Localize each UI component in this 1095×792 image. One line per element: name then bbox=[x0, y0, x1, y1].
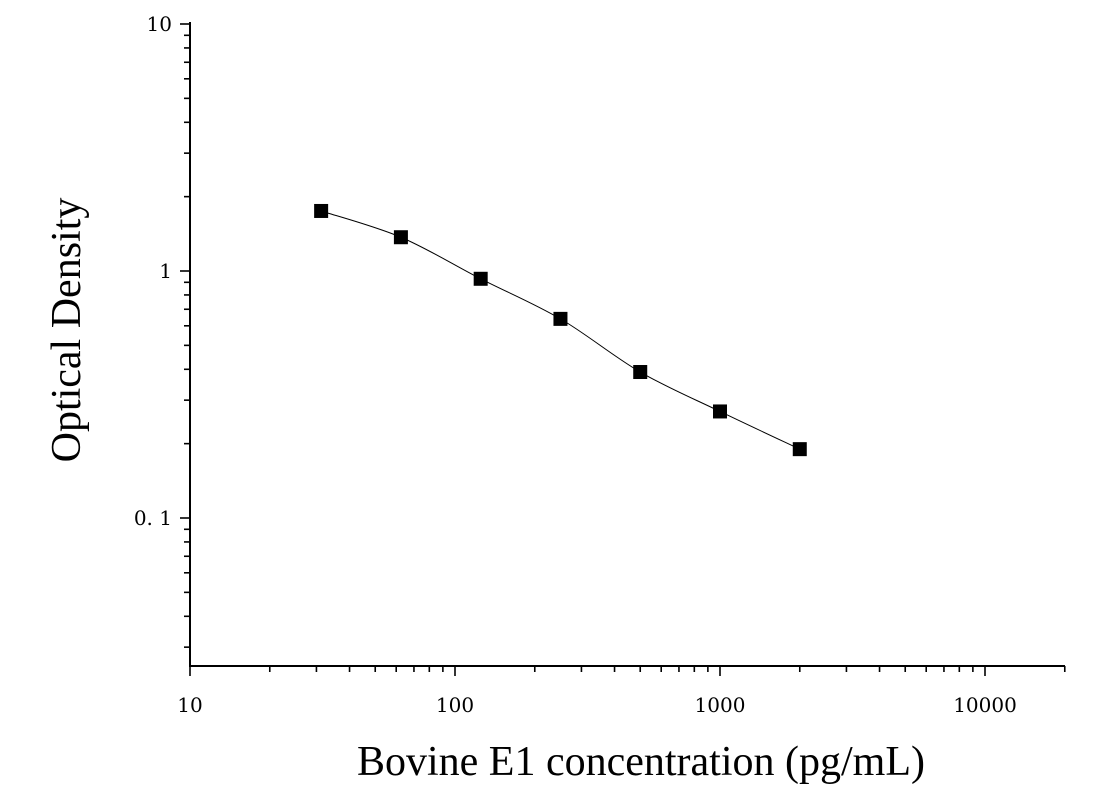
x-tick-label: 100 bbox=[436, 693, 474, 717]
data-point bbox=[314, 203, 329, 218]
x-tick-label: 10 bbox=[177, 693, 202, 717]
data-point bbox=[553, 311, 568, 326]
y-axis-title: Optical Density bbox=[44, 198, 90, 463]
x-axis-title: Bovine E1 concentration (pg/mL) bbox=[357, 739, 925, 785]
x-tick-label: 10000 bbox=[953, 693, 1017, 717]
data-point bbox=[393, 230, 408, 245]
data-point bbox=[792, 442, 807, 457]
fit-curve bbox=[320, 210, 800, 450]
data-point bbox=[713, 404, 727, 419]
data-point bbox=[633, 365, 648, 380]
y-tick-label: 0. 1 bbox=[134, 506, 172, 530]
y-tick-label: 1 bbox=[159, 259, 172, 283]
x-axis-ticks: 10 100 1000 10000 bbox=[177, 666, 1066, 717]
y-tick-label: 10 bbox=[147, 12, 172, 36]
x-tick-label: 1000 bbox=[695, 693, 746, 717]
y-axis-ticks: 0. 1 1 10 bbox=[134, 12, 190, 648]
data-point bbox=[473, 271, 488, 286]
data-points bbox=[314, 203, 807, 457]
plot-area bbox=[314, 203, 807, 457]
